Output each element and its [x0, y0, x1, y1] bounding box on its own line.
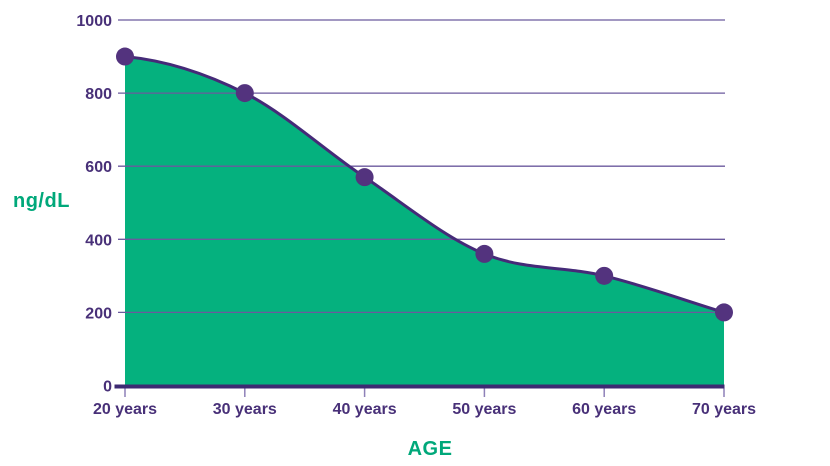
- y-tick-label-1000: 1000: [76, 13, 112, 30]
- x-axis-title: AGE: [408, 438, 453, 460]
- data-point-30-years: [235, 84, 254, 103]
- y-tick-label-0: 0: [103, 379, 112, 396]
- y-tick-label-600: 600: [85, 159, 112, 176]
- data-point-50-years: [475, 244, 494, 263]
- trend-line: [123, 55, 726, 314]
- y-axis-title: ng/dL: [13, 190, 70, 212]
- x-tick-label-30-years: 30 years: [213, 401, 277, 418]
- y-tick-label-800: 800: [85, 86, 112, 103]
- data-point-40-years: [355, 168, 374, 187]
- y-tick-label-200: 200: [85, 305, 112, 322]
- x-tick-labels: 20 years 30 years 40 years 50 years 60 years…: [93, 401, 756, 418]
- x-tick-label-20-years: 20 years: [93, 401, 157, 418]
- data-point-20-years: [116, 47, 134, 66]
- data-point-70-years: [715, 303, 733, 322]
- y-tick-label-400: 400: [85, 232, 112, 249]
- x-tick-label-70-years: 70 years: [692, 401, 756, 418]
- y-tick-labels: 0 200 400 600 800 1000: [76, 13, 112, 396]
- x-tick-label-60-years: 60 years: [572, 401, 636, 418]
- axis-layer: [114, 384, 725, 397]
- line-layer: [123, 55, 726, 314]
- x-tick-label-50-years: 50 years: [452, 401, 516, 418]
- dots-layer: [116, 47, 733, 322]
- x-tick-label-40-years: 40 years: [333, 401, 397, 418]
- data-point-60-years: [595, 266, 614, 285]
- gridline-layer: [118, 19, 725, 314]
